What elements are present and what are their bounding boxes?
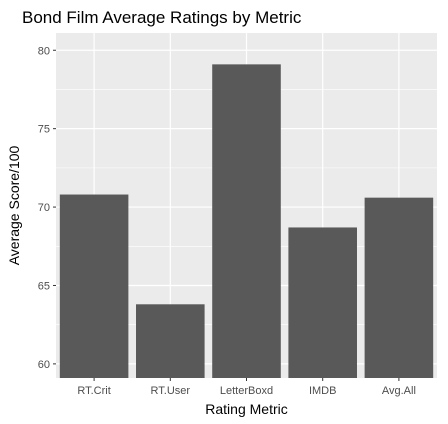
bar-imdb — [288, 227, 357, 378]
y-tick-label: 70 — [38, 202, 50, 214]
x-tick-label: Avg.All — [382, 385, 416, 397]
bar-avg-all — [364, 197, 434, 378]
y-tick-label: 80 — [38, 45, 50, 57]
bar-rt-crit — [59, 194, 129, 378]
x-tick-label: RT.Crit — [77, 385, 110, 397]
y-tick-label: 60 — [38, 359, 50, 371]
y-axis-title: Average Score/100 — [6, 145, 22, 265]
x-axis-title: Rating Metric — [205, 401, 287, 417]
y-axis: 60 65 70 75 80 — [38, 45, 56, 371]
bar-rt-user — [136, 304, 205, 378]
x-tick-label: IMDB — [309, 385, 337, 397]
x-axis: RT.Crit RT.User LetterBoxd IMDB Avg.All — [77, 378, 416, 397]
x-tick-label: RT.User — [151, 385, 191, 397]
bar-letterboxd — [212, 64, 281, 378]
y-tick-label: 65 — [38, 280, 50, 292]
chart-title: Bond Film Average Ratings by Metric — [22, 8, 302, 27]
y-tick-label: 75 — [38, 124, 50, 136]
x-tick-label: LetterBoxd — [220, 385, 273, 397]
bars — [59, 64, 434, 378]
